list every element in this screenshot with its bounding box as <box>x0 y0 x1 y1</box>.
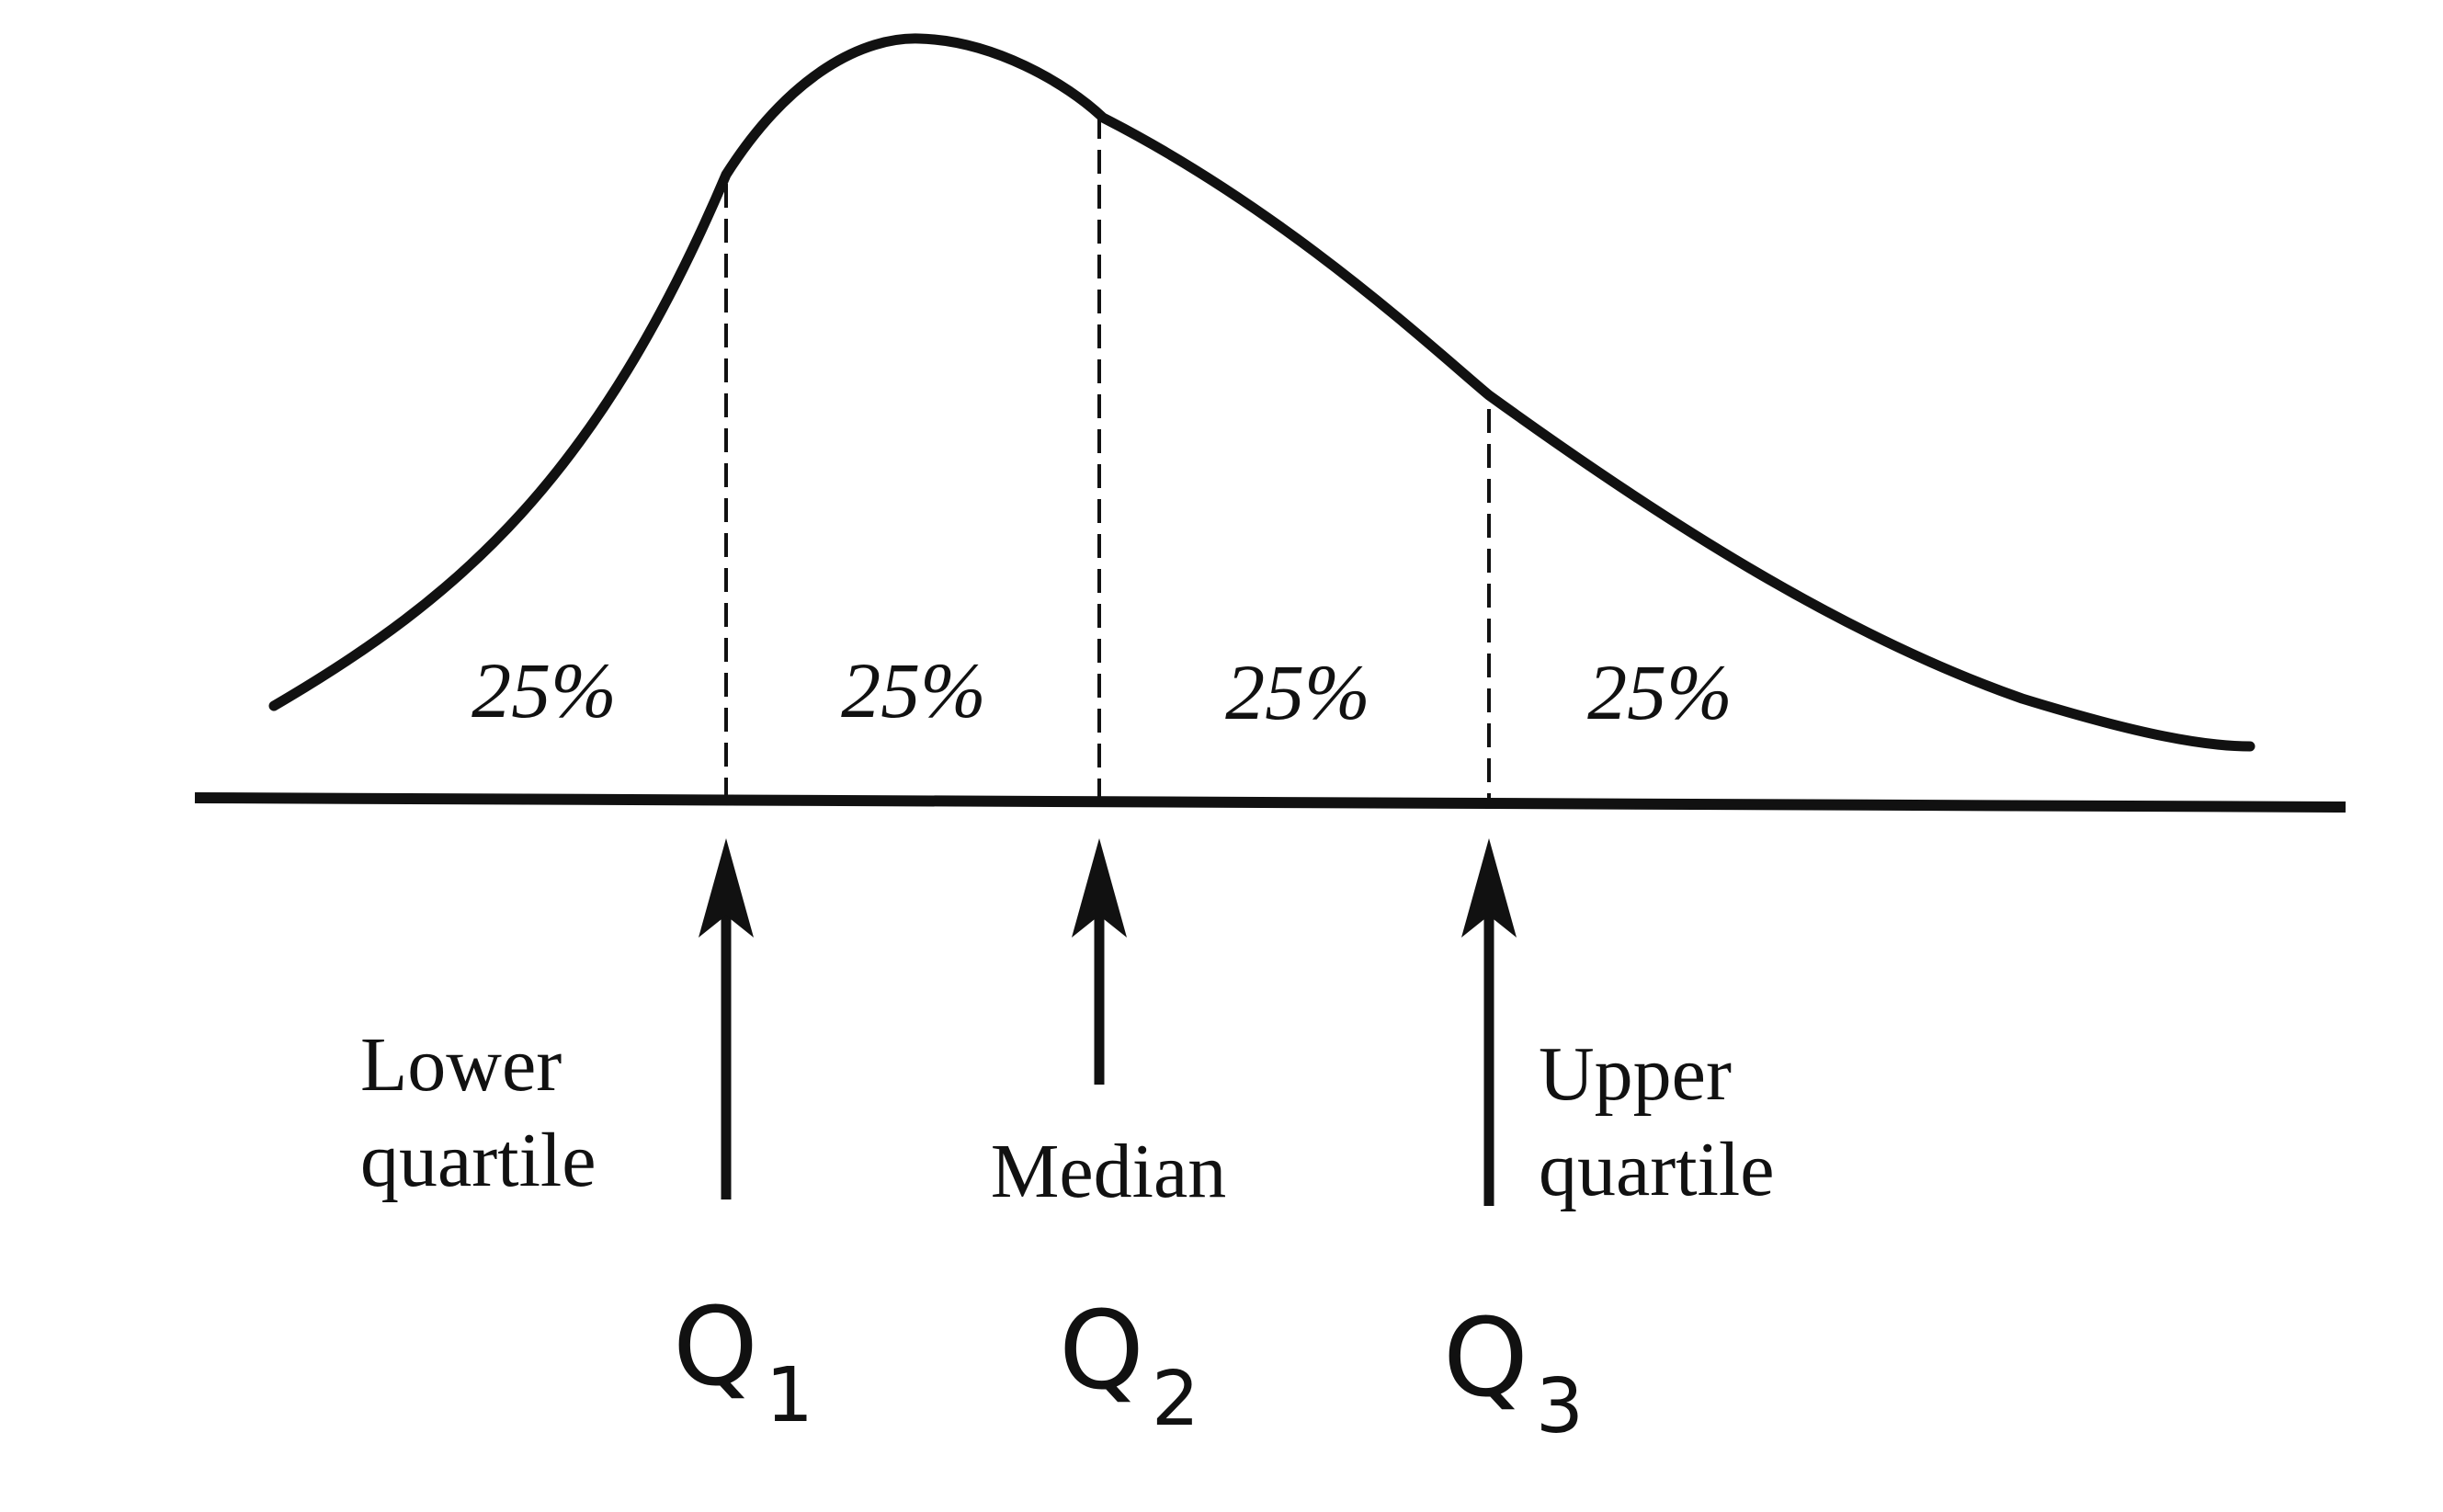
distribution-curve <box>268 33 2256 752</box>
q2-symbol: Q2 <box>1059 1287 1199 1443</box>
q1-arrow <box>699 838 754 1199</box>
median-label: Median <box>991 1129 1227 1214</box>
percentage-label-4: 25% <box>1587 648 1733 736</box>
percentage-label-2: 25% <box>841 646 986 734</box>
upper-quartile-label-line1: Upper <box>1539 1031 1732 1117</box>
q1-symbol: Q1 <box>673 1283 813 1439</box>
percentage-label-3: 25% <box>1225 648 1370 736</box>
q3-arrow <box>1461 838 1517 1206</box>
upper-quartile-label-line2: quartile <box>1539 1127 1775 1212</box>
q3-symbol: Q3 <box>1443 1294 1584 1450</box>
lower-quartile-label-line2: quartile <box>360 1118 597 1203</box>
lower-quartile-label-line1: Lower <box>360 1022 562 1108</box>
percentage-label-1: 25% <box>472 646 617 734</box>
q2-arrow <box>1072 838 1127 1085</box>
baseline-axis <box>194 792 2346 813</box>
